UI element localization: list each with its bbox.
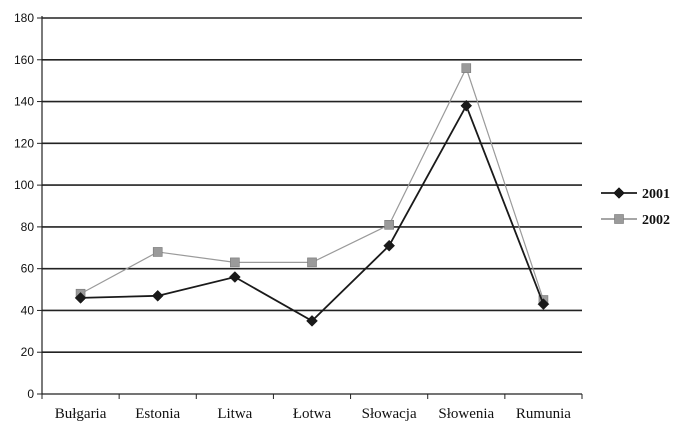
data-point-2002 [384,220,394,230]
y-tick-label: 140 [14,95,34,109]
axes [37,16,583,399]
data-point-2001 [537,298,550,311]
y-tick-labels: 0 20 40 60 80 100 120 140 160 180 [14,11,34,401]
legend-item-2001: 2001 [601,187,670,202]
legend-marker [614,214,624,224]
data-point-2002 [230,257,240,268]
data-point-2001 [383,239,395,252]
data-point-2001 [229,271,241,283]
series [74,63,550,327]
series-2001 [74,99,550,327]
data-point-2001 [74,292,87,304]
y-tick-label: 180 [14,11,34,25]
data-point-2001 [306,315,318,327]
x-tick-label: Bułgaria [55,406,107,422]
series-line-2001 [80,103,545,323]
grid-lines [42,17,582,354]
x-tick-label: Estonia [135,406,180,422]
x-tick-label: Rumunia [516,406,571,422]
x-tick-label: Łotwa [293,406,332,422]
y-tick-label: 40 [21,303,35,317]
data-point-2002 [307,257,317,268]
legend-item-2002: 2002 [601,213,670,228]
x-tick-label: Słowenia [438,406,494,422]
x-tick-label: Słowacja [362,406,417,422]
data-point-2001 [151,289,164,302]
y-tick-label: 100 [14,178,34,192]
data-point-2002 [461,63,472,73]
x-tick-label: Litwa [217,406,252,422]
y-tick-label: 80 [21,220,35,234]
x-tick-labels: Bułgaria Estonia Litwa Łotwa Słowacja Słoweni… [55,406,572,422]
y-tick-label: 160 [14,53,34,67]
y-tick-label: 60 [21,262,35,276]
legend-marker [613,187,625,199]
legend: 2001 2002 [601,187,670,228]
y-tick-label: 20 [21,345,35,359]
legend-label: 2002 [642,213,670,228]
legend-label: 2001 [642,187,670,202]
y-tick-label: 0 [27,387,34,401]
y-tick-label: 120 [14,136,34,150]
data-point-2002 [152,247,163,257]
data-point-2001 [460,99,473,112]
